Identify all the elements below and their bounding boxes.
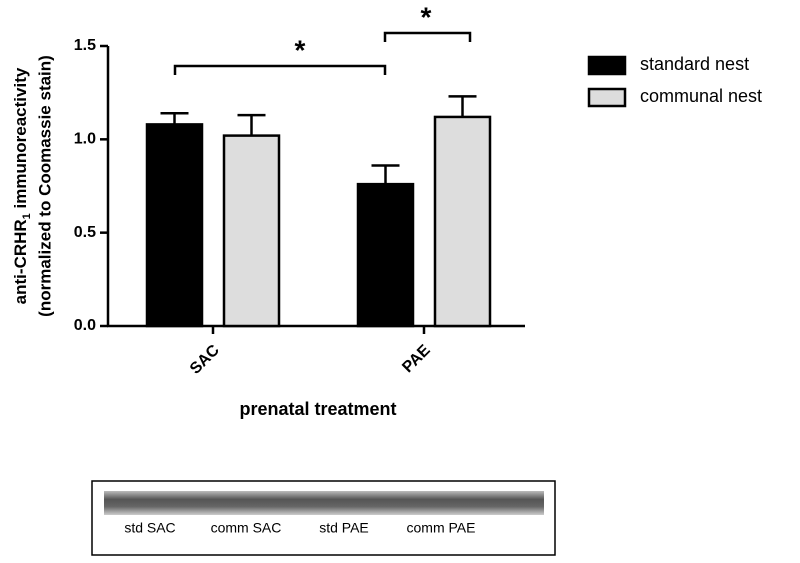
significance-bracket bbox=[383, 31, 472, 42]
bar bbox=[222, 134, 281, 328]
legend-swatch bbox=[587, 87, 627, 108]
y-tick-label: 0.0 bbox=[74, 317, 96, 334]
y-axis-label: (normalized to Coomassie stain) bbox=[35, 55, 54, 317]
y-tick-label: 1.5 bbox=[74, 37, 96, 54]
legend-label: standard nest bbox=[640, 54, 749, 74]
legend-label: communal nest bbox=[640, 86, 762, 106]
x-axis-label: prenatal treatment bbox=[239, 399, 396, 419]
x-tick-label: SAC bbox=[187, 341, 223, 377]
bar bbox=[356, 182, 415, 328]
x-tick-label: PAE bbox=[399, 342, 434, 377]
lane-label: comm SAC bbox=[211, 520, 282, 536]
y-tick-label: 0.5 bbox=[74, 224, 96, 241]
legend-swatch bbox=[587, 55, 627, 76]
significance-star: * bbox=[295, 34, 306, 65]
y-axis-label: anti-CRHR1 immunoreactivity bbox=[11, 67, 32, 304]
lane-label: comm PAE bbox=[407, 520, 476, 536]
significance-star: * bbox=[421, 1, 432, 32]
y-tick-label: 1.0 bbox=[74, 131, 96, 148]
bar bbox=[433, 115, 492, 328]
lane-label: std PAE bbox=[319, 520, 369, 536]
significance-bracket bbox=[173, 64, 387, 75]
lane-label: std SAC bbox=[124, 520, 175, 536]
blot-bands bbox=[104, 491, 544, 515]
bar bbox=[145, 123, 204, 328]
